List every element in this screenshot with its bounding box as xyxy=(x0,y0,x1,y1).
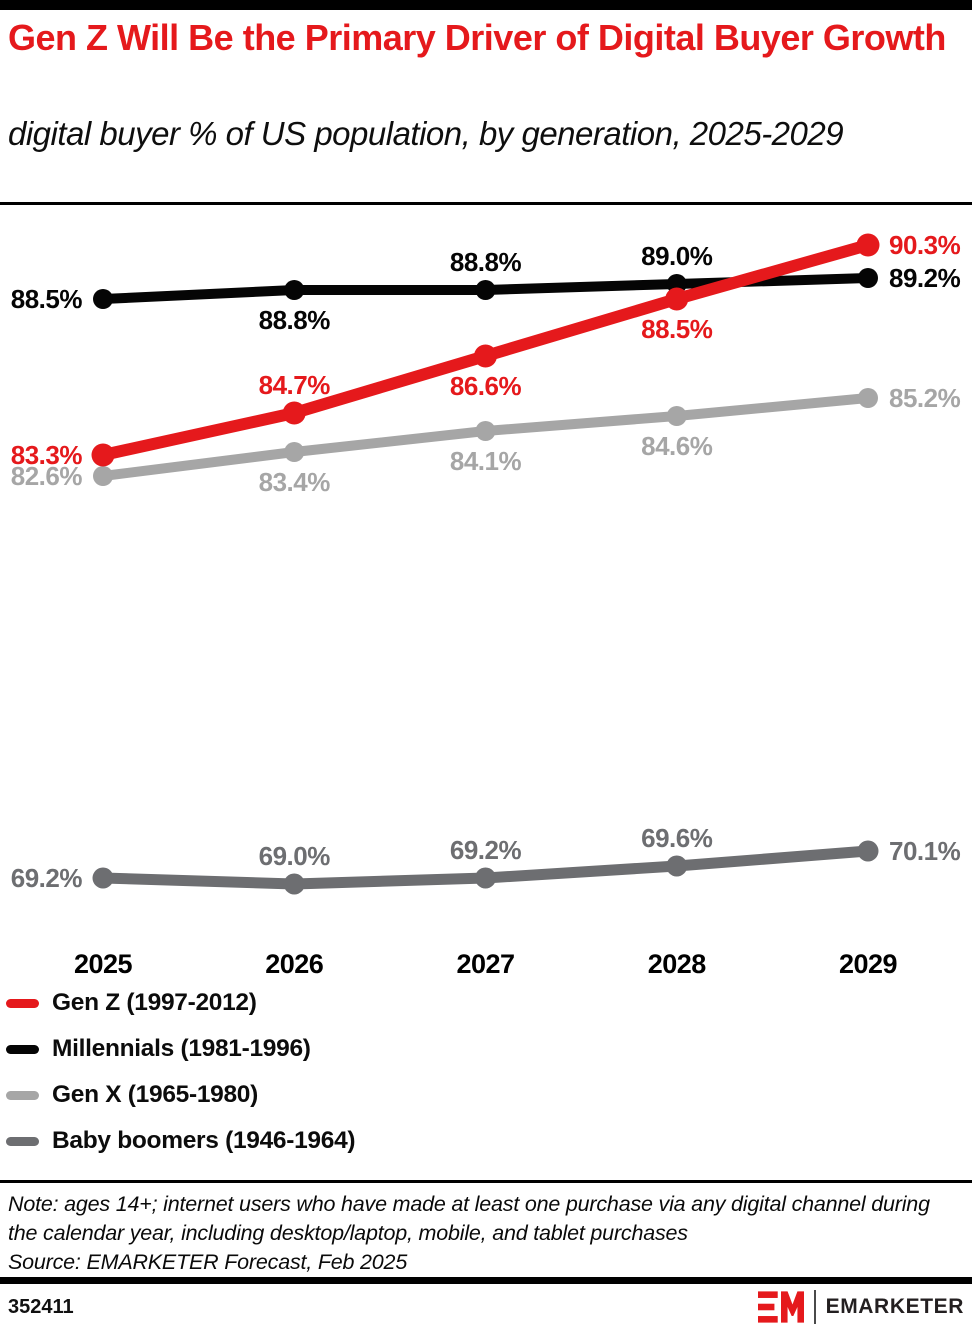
emarketer-logo-icon xyxy=(757,1291,804,1323)
data-label: 85.2% xyxy=(889,383,961,413)
legend-swatch xyxy=(6,1044,39,1054)
data-point xyxy=(858,268,878,288)
chart-legend: Gen Z (1997-2012) Millennials (1981-1996)… xyxy=(6,980,356,1164)
x-axis-label: 2028 xyxy=(648,949,707,979)
legend-label: Millennials (1981-1996) xyxy=(52,1035,311,1062)
legend-item: Gen X (1965-1980) xyxy=(6,1072,355,1118)
data-label: 69.6% xyxy=(641,823,713,853)
data-point xyxy=(475,421,496,441)
data-point xyxy=(284,280,305,300)
data-point xyxy=(475,280,496,300)
chart-subtitle: digital buyer % of US population, by gen… xyxy=(8,115,844,152)
legend-label: Gen Z (1997-2012) xyxy=(52,989,257,1016)
footnote-block: Note: ages 14+; internet users who have … xyxy=(0,1180,972,1277)
data-label: 69.0% xyxy=(259,841,331,871)
chart-title: Gen Z Will Be the Primary Driver of Digi… xyxy=(8,17,946,58)
data-label: 84.6% xyxy=(641,431,713,461)
data-label: 86.6% xyxy=(450,371,522,401)
data-point xyxy=(857,840,879,862)
data-label: 88.8% xyxy=(259,305,331,335)
data-label: 69.2% xyxy=(11,863,83,893)
data-point xyxy=(91,443,115,467)
data-label: 84.7% xyxy=(259,370,331,400)
data-label: 83.3% xyxy=(11,440,83,470)
x-axis-label: 2027 xyxy=(456,949,514,979)
brand-name: EMARKETER xyxy=(825,1295,964,1318)
logo-divider xyxy=(813,1290,816,1324)
data-label: 90.3% xyxy=(889,230,961,260)
data-point xyxy=(665,287,689,311)
data-point xyxy=(92,867,114,889)
data-point xyxy=(666,406,687,426)
data-point xyxy=(856,233,880,257)
data-point xyxy=(93,289,113,309)
legend-item: Millennials (1981-1996) xyxy=(6,1026,355,1072)
x-axis-label: 2025 xyxy=(74,949,133,979)
data-label: 69.2% xyxy=(450,835,522,865)
legend-label: Baby boomers (1946-1964) xyxy=(52,1127,356,1154)
data-point xyxy=(282,401,306,425)
footer: 352411 EMARKETER xyxy=(0,1284,972,1330)
data-label: 83.4% xyxy=(259,467,331,497)
emarketer-brand: EMARKETER xyxy=(757,1289,964,1325)
header-divider xyxy=(0,202,972,205)
legend-label: Gen X (1965-1980) xyxy=(52,1081,258,1108)
data-point xyxy=(858,388,878,408)
legend-item: Baby boomers (1946-1964) xyxy=(6,1118,356,1164)
data-label: 84.1% xyxy=(450,446,522,476)
chart-id: 352411 xyxy=(8,1295,74,1318)
x-axis-label: 2029 xyxy=(839,949,898,979)
data-label: 89.2% xyxy=(889,263,961,293)
data-point xyxy=(666,855,688,877)
data-label: 70.1% xyxy=(889,836,961,866)
data-label: 89.0% xyxy=(641,241,713,271)
chart-canvas: 83.3% 84.7% 86.6% 88.5% 90.3% 88.5% 88.8% 88.8%… xyxy=(11,230,961,979)
legend-swatch xyxy=(6,998,39,1008)
data-point xyxy=(475,867,496,889)
data-label: 88.5% xyxy=(641,314,713,344)
data-point xyxy=(474,344,497,368)
top-black-bar xyxy=(0,0,972,10)
legend-swatch xyxy=(6,1136,39,1146)
data-label: 88.8% xyxy=(450,247,522,277)
legend-swatch xyxy=(6,1090,39,1100)
data-label: 88.5% xyxy=(11,284,83,314)
line-chart: 83.3% 84.7% 86.6% 88.5% 90.3% 88.5% 88.8% 88.8%… xyxy=(0,220,972,990)
data-point xyxy=(284,442,305,462)
footer-black-bar xyxy=(0,1277,972,1284)
data-point xyxy=(283,873,305,895)
x-axis-label: 2026 xyxy=(265,949,324,979)
legend-item: Gen Z (1997-2012) xyxy=(6,980,355,1026)
source-text: Source: EMARKETER Forecast, Feb 2025 xyxy=(8,1250,408,1274)
note-text: Note: ages 14+; internet users who have … xyxy=(8,1192,930,1245)
data-point xyxy=(93,466,113,486)
data-label: 82.6% xyxy=(11,461,83,491)
